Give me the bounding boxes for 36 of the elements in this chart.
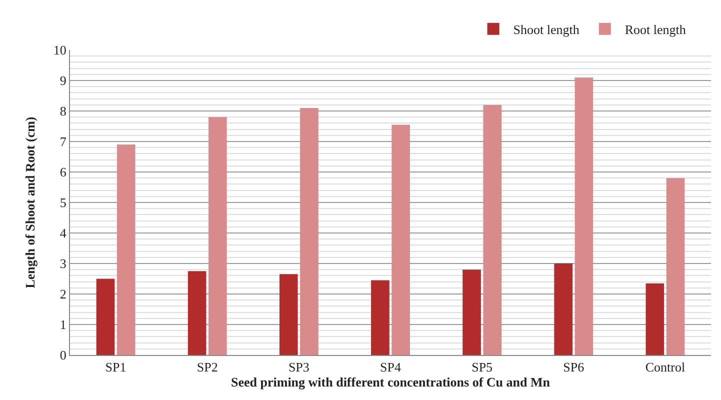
bar: [371, 280, 390, 355]
y-axis-title: Length of Shoot and Root (cm): [22, 116, 38, 288]
bar: [646, 283, 664, 355]
bar: [188, 271, 206, 355]
bar: [300, 108, 318, 355]
x-tick-label: SP4: [380, 360, 402, 375]
y-tick-label: 9: [60, 73, 66, 88]
y-tick-label: 2: [60, 286, 66, 302]
y-tick-label: 4: [60, 226, 67, 241]
bar: [208, 117, 227, 355]
bar: [574, 77, 594, 355]
legend-label: Root length: [624, 22, 686, 37]
y-tick-label: 6: [60, 164, 67, 180]
x-tick-label: SP3: [288, 360, 310, 375]
bar: [554, 264, 572, 355]
bar: [392, 124, 410, 355]
legend-label: Shoot length: [513, 22, 580, 37]
y-tick-label: 3: [60, 256, 66, 272]
x-axis-title: Seed priming with different concentrations of Cu and Mn: [231, 374, 551, 390]
bar: [462, 270, 481, 355]
x-tick-label: SP5: [472, 360, 493, 375]
bar: [116, 144, 136, 355]
bar: [483, 104, 502, 355]
y-tick-label: 8: [60, 104, 66, 119]
y-tick-label: 1: [60, 317, 66, 332]
x-tick-label: Control: [645, 360, 686, 375]
x-tick-label: SP2: [196, 360, 218, 375]
bar: [279, 274, 298, 355]
bar: [96, 278, 115, 355]
y-tick-label: 7: [60, 134, 67, 150]
x-tick-label: SP6: [563, 360, 585, 375]
y-tick-label: 5: [60, 195, 66, 210]
y-tick-label: 0: [60, 348, 66, 363]
y-tick-label: 10: [53, 42, 66, 58]
bar: [666, 178, 685, 355]
x-tick-label: SP1: [105, 360, 126, 375]
